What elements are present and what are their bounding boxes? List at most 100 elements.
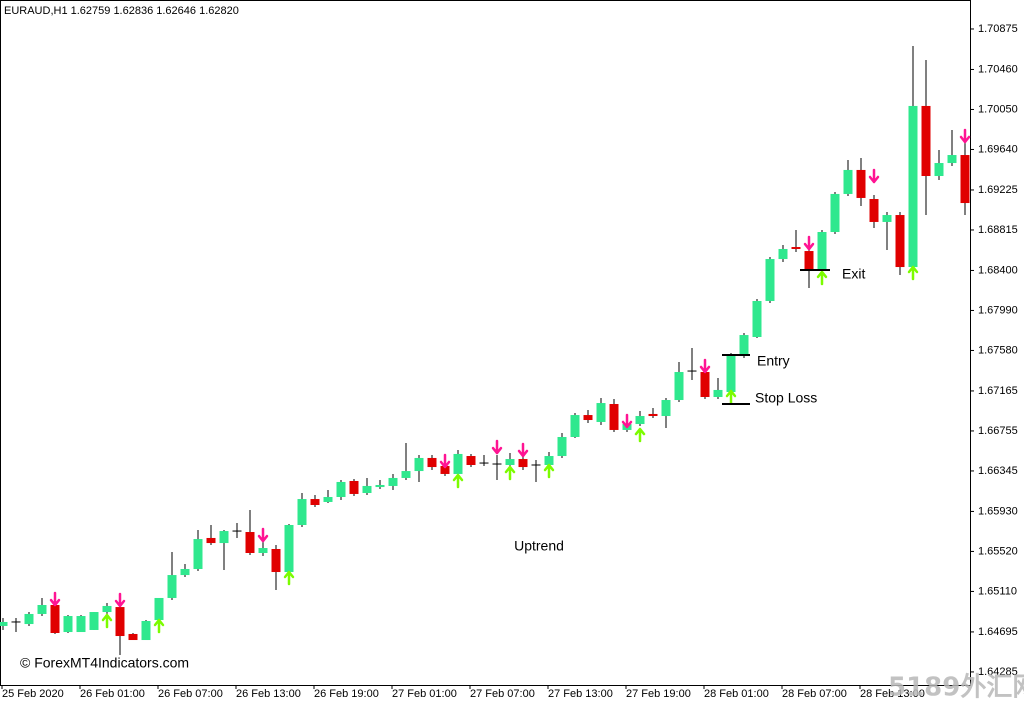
candle-body — [401, 471, 411, 478]
candle-body — [609, 404, 619, 430]
plot-frame — [0, 0, 971, 686]
candle-body — [440, 465, 450, 474]
y-tick-label: 1.67990 — [978, 304, 1018, 316]
candle-body — [895, 215, 905, 268]
y-tick-label: 1.69225 — [978, 184, 1018, 196]
candle-body — [947, 155, 957, 164]
sell-arrow — [803, 235, 815, 251]
candle-body — [843, 169, 853, 194]
annotation: Uptrend — [514, 538, 564, 554]
y-tick-label: 1.65930 — [978, 505, 1018, 517]
y-tick-label: 1.66345 — [978, 465, 1018, 477]
level-label: Exit — [842, 266, 865, 282]
candle-body — [232, 530, 242, 532]
buy-arrow — [101, 613, 113, 629]
candle-body — [882, 215, 892, 222]
candle-body — [791, 247, 801, 249]
candle-body — [856, 169, 866, 198]
x-tick-label: 28 Feb 13:00 — [860, 688, 925, 700]
candle-body — [102, 605, 112, 613]
y-tick-label: 1.70050 — [978, 103, 1018, 115]
candle-body — [128, 633, 138, 641]
y-tick-label: 1.67165 — [978, 385, 1018, 397]
buy-arrow — [634, 427, 646, 443]
sell-arrow — [257, 527, 269, 543]
y-tick-label: 1.68400 — [978, 264, 1018, 276]
y-tick-label: 1.66755 — [978, 425, 1018, 437]
sell-arrow — [699, 358, 711, 374]
candle-body — [50, 604, 60, 633]
candle-body — [388, 477, 398, 486]
candle-body — [921, 105, 931, 177]
candle-body — [700, 372, 710, 397]
candle-body — [687, 370, 697, 372]
sell-arrow — [517, 442, 529, 458]
candle-body — [219, 531, 229, 544]
candle-body — [115, 607, 125, 637]
candle-body — [141, 620, 151, 641]
candle-body — [570, 415, 580, 437]
candle-body — [271, 548, 281, 573]
candle-body — [830, 193, 840, 233]
candle-body — [37, 604, 47, 614]
x-tick-label: 25 Feb 2020 — [2, 688, 64, 700]
x-tick-label: 28 Feb 01:00 — [704, 688, 769, 700]
level-label: Stop Loss — [755, 390, 817, 406]
candle-body — [765, 259, 775, 301]
sell-arrow — [439, 453, 451, 469]
buy-arrow — [452, 473, 464, 489]
candle-body — [661, 400, 671, 417]
buy-arrow — [283, 570, 295, 586]
candle-body — [778, 248, 788, 260]
candle-body — [453, 453, 463, 474]
candle-body — [557, 436, 567, 457]
candle-body — [297, 499, 307, 525]
candle-body — [362, 485, 372, 493]
candle-body — [726, 356, 736, 393]
candle-body — [492, 463, 502, 465]
x-tick-label: 27 Feb 01:00 — [392, 688, 457, 700]
buy-arrow — [504, 465, 516, 481]
candle-body — [24, 613, 34, 625]
candle-body — [648, 413, 658, 417]
candle-body — [518, 459, 528, 468]
buy-arrow — [543, 463, 555, 479]
candle-body — [466, 456, 476, 465]
candle-body — [544, 456, 554, 465]
candle-body — [180, 568, 190, 576]
candle-body — [11, 621, 21, 623]
y-tick-label: 1.65520 — [978, 545, 1018, 557]
x-tick-label: 27 Feb 19:00 — [626, 688, 691, 700]
candle-body — [505, 459, 515, 465]
sell-arrow — [868, 168, 880, 184]
candle-body — [635, 416, 645, 425]
candle-body — [427, 457, 437, 468]
candle-body — [713, 389, 723, 397]
x-tick-label: 27 Feb 07:00 — [470, 688, 535, 700]
y-tick-label: 1.68815 — [978, 224, 1018, 236]
candle-body — [583, 415, 593, 421]
buy-arrow — [816, 270, 828, 286]
candle-body — [154, 597, 164, 621]
candle-body — [596, 403, 606, 422]
candle-body — [479, 462, 489, 464]
sell-arrow — [621, 413, 633, 429]
sell-arrow — [959, 128, 971, 144]
candle-body — [310, 499, 320, 505]
chart-title: EURAUD,H1 1.62759 1.62836 1.62646 1.6282… — [4, 5, 239, 17]
candle-body — [284, 524, 294, 573]
y-tick-label: 1.64695 — [978, 626, 1018, 638]
buy-arrow — [153, 618, 165, 634]
sell-arrow — [49, 591, 61, 607]
x-tick-label: 26 Feb 19:00 — [314, 688, 379, 700]
candle-body — [817, 232, 827, 270]
x-tick-label: 26 Feb 01:00 — [80, 688, 145, 700]
x-tick-label: 28 Feb 07:00 — [782, 688, 847, 700]
y-tick-label: 1.67580 — [978, 344, 1018, 356]
x-tick-label: 27 Feb 13:00 — [548, 688, 613, 700]
candle-body — [258, 548, 268, 553]
candle-body — [206, 537, 216, 544]
candle-body — [908, 105, 918, 268]
candle-body — [804, 251, 814, 270]
